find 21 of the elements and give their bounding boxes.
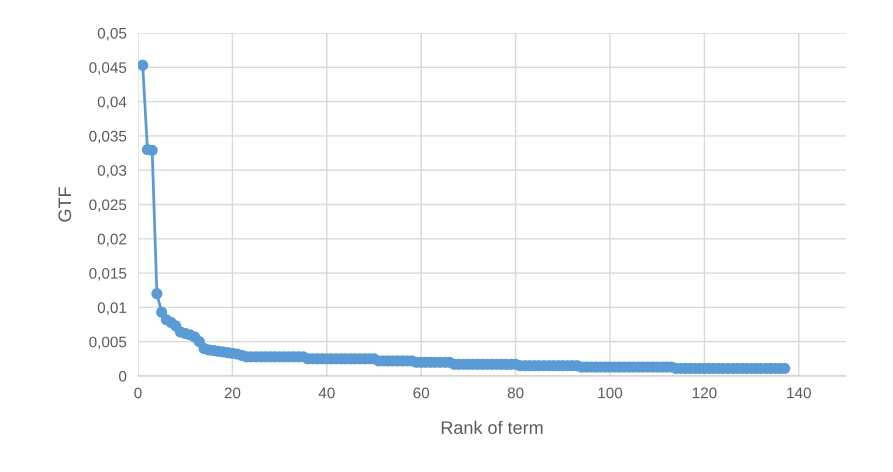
x-tick-label: 20 bbox=[224, 388, 240, 398]
y-tick-label: 0,015 bbox=[89, 268, 126, 281]
x-tick-label: 120 bbox=[692, 388, 717, 398]
x-tick-label: 80 bbox=[508, 388, 524, 398]
x-tick-label: 140 bbox=[787, 388, 811, 398]
y-tick-label: 0,005 bbox=[89, 336, 126, 350]
y-axis-title: GTF bbox=[58, 187, 72, 222]
x-tick-label: 60 bbox=[413, 388, 430, 398]
y-tick-label: 0,045 bbox=[89, 62, 126, 75]
y-tick-label: 0,03 bbox=[98, 165, 126, 178]
y-tick-label: 0,05 bbox=[98, 28, 126, 40]
x-axis-title: Rank of term bbox=[442, 420, 542, 434]
y-tick-label: 0,04 bbox=[98, 96, 126, 110]
y-tick-label: 0,02 bbox=[98, 234, 126, 246]
y-tick-label: 0,035 bbox=[89, 130, 126, 144]
y-tick-label: 0,01 bbox=[98, 302, 126, 315]
y-tick-label: 0 bbox=[118, 370, 126, 382]
x-tick-label: 100 bbox=[598, 388, 622, 398]
x-tick-label: 0 bbox=[134, 388, 142, 398]
y-tick-label: 0,025 bbox=[89, 199, 126, 212]
x-tick-label: 40 bbox=[318, 388, 335, 398]
